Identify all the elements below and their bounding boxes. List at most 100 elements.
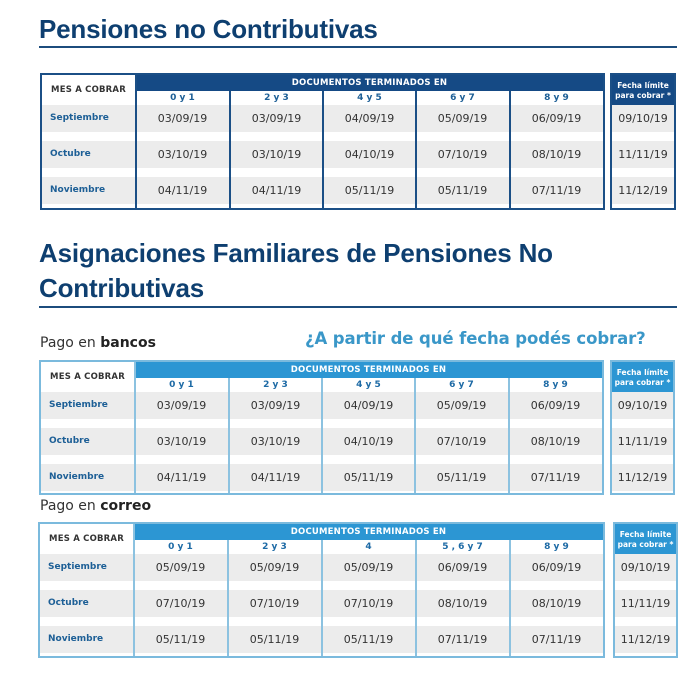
column-header: 4 y 5 [356, 380, 381, 390]
month-label: Septiembre [50, 113, 109, 123]
month-header: MES A COBRAR [49, 534, 124, 544]
deadline-header-line2: para cobrar * [615, 91, 671, 100]
date-cell: 03/09/19 [250, 399, 301, 412]
column-divider [135, 75, 137, 208]
deadline-row: 11/12/19 [612, 177, 674, 204]
bancos-table: MES A COBRAR DOCUMENTOS TERMINADOS EN 0 … [39, 360, 604, 495]
deadline-header-line1: Fecha límite [616, 368, 669, 377]
column-divider [227, 540, 229, 656]
correo-table: MES A COBRAR DOCUMENTOS TERMINADOS EN 0 … [38, 522, 605, 658]
question-heading: ¿A partir de qué fecha podés cobrar? [305, 329, 646, 348]
column-divider [415, 540, 417, 656]
date-cell: 08/10/19 [437, 597, 488, 610]
column-header: 5 , 6 y 7 [442, 542, 483, 552]
deadline-box: Fecha límite para cobrar * 09/10/19 11/1… [610, 73, 676, 210]
deadline-header: Fecha límite para cobrar * [612, 75, 674, 105]
date-cell: 05/09/19 [436, 399, 487, 412]
deadline-header-line1: Fecha límite [619, 530, 672, 539]
column-divider [322, 91, 324, 208]
column-header: 0 y 1 [169, 380, 194, 390]
documents-band: DOCUMENTOS TERMINADOS EN [134, 524, 603, 540]
deadline-row: 11/11/19 [612, 428, 673, 455]
date-cell: 07/11/19 [531, 184, 582, 197]
column-header: 0 y 1 [170, 93, 195, 103]
deadline-header-line1: Fecha límite [617, 81, 669, 90]
month-label: Octubre [48, 598, 89, 608]
column-header: 0 y 1 [168, 542, 193, 552]
month-label: Septiembre [49, 400, 108, 410]
column-divider [321, 540, 323, 656]
deadline-cell: 09/10/19 [620, 561, 671, 574]
column-divider [133, 524, 135, 656]
deadline-row: 09/10/19 [615, 554, 676, 581]
column-divider [509, 91, 511, 208]
column-header: 2 y 3 [263, 380, 288, 390]
date-cell: 06/09/19 [531, 561, 582, 574]
column-divider [229, 91, 231, 208]
date-cell: 05/11/19 [249, 633, 300, 646]
date-cell: 06/09/19 [530, 399, 581, 412]
month-header: MES A COBRAR [51, 85, 126, 95]
date-cell: 08/10/19 [531, 148, 582, 161]
correo-label-prefix: Pago en [40, 498, 96, 514]
date-cell: 04/10/19 [343, 435, 394, 448]
deadline-box: Fecha límite para cobrar * 09/10/19 11/1… [613, 522, 678, 658]
documents-band: DOCUMENTOS TERMINADOS EN [135, 362, 602, 378]
date-cell: 05/09/19 [343, 561, 394, 574]
column-divider [508, 378, 510, 493]
date-cell: 08/10/19 [531, 597, 582, 610]
deadline-header-line2: para cobrar * [617, 540, 674, 549]
section2-divider [39, 306, 677, 308]
date-cell: 07/10/19 [155, 597, 206, 610]
date-cell: 07/11/19 [531, 633, 582, 646]
column-header: 4 [365, 542, 372, 552]
deadline-cell: 11/11/19 [618, 148, 668, 161]
date-cell: 05/09/19 [437, 112, 488, 125]
date-cell: 07/10/19 [249, 597, 300, 610]
deadline-cell: 11/11/19 [620, 597, 671, 610]
date-cell: 03/09/19 [156, 399, 207, 412]
bancos-label-prefix: Pago en [40, 335, 96, 351]
month-label: Noviembre [48, 634, 104, 644]
date-cell: 03/10/19 [156, 435, 207, 448]
column-divider [509, 540, 511, 656]
section1-title: Pensiones no Contributivas [39, 14, 378, 44]
deadline-row: 11/12/19 [615, 626, 676, 653]
date-cell: 03/10/19 [251, 148, 302, 161]
deadline-box: Fecha límite para cobrar * 09/10/19 11/1… [610, 360, 675, 495]
deadline-header-line2: para cobrar * [614, 378, 671, 387]
column-header: 2 y 3 [264, 93, 289, 103]
documents-band: DOCUMENTOS TERMINADOS EN [136, 75, 603, 91]
date-cell: 05/09/19 [155, 561, 206, 574]
date-cell: 03/10/19 [250, 435, 301, 448]
column-header: 8 y 9 [544, 542, 569, 552]
date-cell: 03/10/19 [157, 148, 208, 161]
month-header: MES A COBRAR [50, 372, 125, 382]
deadline-header: Fecha límite para cobrar * [615, 524, 676, 554]
section1-divider [39, 46, 677, 48]
deadline-header: Fecha límite para cobrar * [612, 362, 673, 392]
column-header: 4 y 5 [357, 93, 382, 103]
column-divider [134, 362, 136, 493]
deadline-cell: 11/12/19 [620, 633, 671, 646]
date-cell: 04/11/19 [250, 471, 301, 484]
date-cell: 07/10/19 [437, 148, 488, 161]
date-cell: 07/10/19 [343, 597, 394, 610]
date-cell: 05/11/19 [155, 633, 206, 646]
date-cell: 08/10/19 [530, 435, 581, 448]
deadline-cell: 09/10/19 [618, 112, 668, 125]
column-header: 6 y 7 [449, 380, 474, 390]
month-label: Octubre [50, 149, 91, 159]
column-divider [321, 378, 323, 493]
date-cell: 03/09/19 [251, 112, 302, 125]
date-cell: 05/09/19 [249, 561, 300, 574]
section2-title-line1: Asignaciones Familiares de Pensiones No [39, 238, 553, 268]
deadline-row: 11/11/19 [615, 590, 676, 617]
correo-label-bold: correo [100, 498, 152, 514]
deadline-row: 11/11/19 [612, 141, 674, 168]
column-header: 6 y 7 [450, 93, 475, 103]
date-cell: 06/09/19 [437, 561, 488, 574]
deadline-cell: 11/11/19 [617, 435, 668, 448]
month-label: Octubre [49, 436, 90, 446]
date-cell: 04/11/19 [251, 184, 302, 197]
